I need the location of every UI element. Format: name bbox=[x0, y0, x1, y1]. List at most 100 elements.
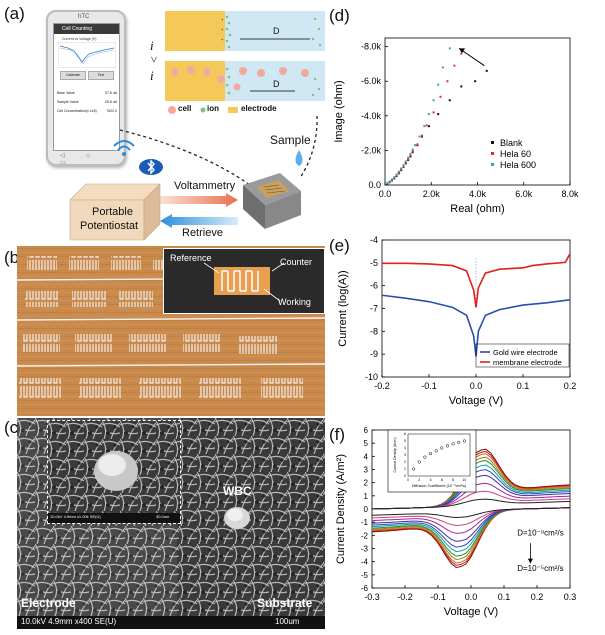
y-tick-label: -1 bbox=[361, 518, 369, 527]
legend-label: Blank bbox=[500, 138, 523, 148]
y-tick-label: -2.0k bbox=[361, 145, 382, 155]
x-tick-label: 0.0 bbox=[470, 381, 483, 391]
x-tick-label: 6.0k bbox=[515, 189, 533, 199]
x-axis-label: Real (ohm) bbox=[450, 203, 504, 215]
data-point bbox=[404, 160, 407, 163]
bluetooth-icon bbox=[139, 159, 163, 175]
counter-label: Counter bbox=[280, 257, 313, 267]
data-point bbox=[441, 66, 444, 69]
row-value: 25.8 uA bbox=[104, 100, 117, 104]
inset-y-tick-label: 2 bbox=[404, 460, 406, 464]
cv-curve-reverse bbox=[371, 507, 571, 519]
legend-marker bbox=[491, 141, 494, 144]
data-point bbox=[404, 161, 407, 164]
panel-label-e: (e) bbox=[329, 236, 350, 255]
potentiostat-label-2: Potentiostat bbox=[80, 220, 139, 232]
data-point bbox=[432, 111, 435, 114]
panel-label-a: (a) bbox=[4, 4, 25, 23]
svg-text:+: + bbox=[221, 37, 224, 42]
calibrate-button[interactable]: Calibrate bbox=[60, 71, 86, 80]
sem-inset-footer: 10.0kV 4.9mm x1.00k SE(U) bbox=[50, 514, 101, 519]
phone-graph bbox=[58, 42, 116, 68]
x-tick-label: -0.1 bbox=[421, 381, 437, 391]
y-tick-label: -5 bbox=[370, 258, 378, 268]
y-tick-label: 6 bbox=[364, 426, 369, 435]
data-point bbox=[400, 167, 403, 170]
y-tick-label: 2 bbox=[364, 479, 369, 488]
inset-point bbox=[412, 467, 416, 471]
sample-label: Sample bbox=[270, 133, 311, 147]
data-point bbox=[474, 80, 477, 83]
row-value: 7622.0 bbox=[106, 109, 117, 113]
x-axis-label: Voltage (V) bbox=[449, 395, 503, 407]
electrode-inset: Reference Counter Working bbox=[163, 248, 325, 314]
inset-x-tick-label: 6 bbox=[441, 478, 443, 482]
data-point bbox=[418, 135, 421, 138]
inset-point bbox=[423, 455, 427, 459]
test-button[interactable]: Test bbox=[88, 71, 114, 80]
sem-inset: 10.0kV 4.9mm x1.00k SE(U) 30.0um bbox=[47, 420, 181, 524]
electrode-label: Electrode bbox=[21, 596, 76, 610]
sample-chip bbox=[243, 173, 301, 229]
inset-frame bbox=[407, 433, 471, 477]
data-point bbox=[390, 178, 393, 181]
data-point bbox=[448, 47, 451, 50]
phone-nav-icons: ◁ ⌂ ▭ bbox=[60, 153, 100, 166]
sem-footer: 10.0kV 4.9mm x400 SE(U) bbox=[21, 617, 117, 626]
annotation-bottom: D=10⁻⁵cm²/s bbox=[517, 564, 563, 573]
d-label-top: D bbox=[273, 26, 280, 36]
inset-y-label: Current Density (A/m²) bbox=[393, 437, 397, 472]
data-point bbox=[485, 69, 488, 72]
data-point bbox=[460, 85, 463, 88]
data-point bbox=[388, 180, 391, 183]
y-tick-label: -8 bbox=[370, 326, 378, 336]
x-tick-label: 0.3 bbox=[564, 592, 577, 602]
row-label: Base Value bbox=[57, 91, 75, 95]
chart-e: -0.2 -0.1 0.0 0.1 0.2 -4 -5 -6 -7 -8 -9 -10 Voltage … bbox=[337, 235, 577, 407]
voltammetry-label: Voltammetry bbox=[174, 180, 236, 192]
y-tick-label: -9 bbox=[370, 349, 378, 359]
voltammetry-arrow bbox=[160, 193, 238, 207]
x-tick-label: 0.2 bbox=[564, 381, 577, 391]
data-point bbox=[432, 99, 435, 102]
retrieve-arrow bbox=[160, 214, 238, 228]
x-tick-label: -0.1 bbox=[430, 592, 446, 602]
inset-x-tick-label: 0 bbox=[407, 478, 409, 482]
inset-y-tick-label: 1 bbox=[404, 467, 406, 471]
legend-ion: ion bbox=[207, 104, 219, 113]
legend-label: membrane electrode bbox=[493, 358, 562, 367]
data-point bbox=[437, 113, 440, 116]
data-point bbox=[448, 99, 451, 102]
plot-frame bbox=[384, 37, 571, 186]
annotation-top: D=10⁻⁹cm²/s bbox=[517, 528, 564, 537]
substrate-label: Substrate bbox=[257, 596, 313, 610]
schematic: + + + bbox=[165, 11, 325, 114]
y-tick-label: 5 bbox=[364, 439, 369, 448]
inset-point bbox=[440, 446, 444, 450]
data-point bbox=[423, 125, 426, 128]
inset-x-tick-label: 8 bbox=[452, 478, 454, 482]
svg-text:+: + bbox=[221, 27, 224, 32]
inset-y-tick-label: 4 bbox=[404, 446, 406, 450]
wbc-label: WBC bbox=[223, 484, 252, 498]
x-tick-label: 0.1 bbox=[517, 381, 530, 391]
x-tick-label: 4.0k bbox=[469, 189, 487, 199]
potentiostat-label-1: Portable bbox=[92, 206, 133, 218]
y-tick-label: -10 bbox=[365, 372, 378, 382]
y-tick-label: -8.0k bbox=[361, 42, 382, 52]
trend-arrow-head bbox=[459, 48, 465, 54]
legend-electrode: electrode bbox=[241, 104, 277, 113]
inset-x-tick-label: 2 bbox=[418, 478, 420, 482]
y-tick-label: 0 bbox=[364, 505, 369, 514]
i-bottom-label: i bbox=[150, 68, 154, 83]
x-tick-label: 0.2 bbox=[531, 592, 544, 602]
sem-inset-image bbox=[48, 421, 180, 523]
y-tick-label: 3 bbox=[364, 466, 369, 475]
y-tick-label: -4 bbox=[361, 558, 369, 567]
x-axis-label: Voltage (V) bbox=[444, 606, 498, 618]
phone-graph-title: Current vs Voltage (V) bbox=[62, 37, 97, 41]
inset-y-tick-label: 6 bbox=[404, 432, 406, 436]
cv-curve-forward bbox=[371, 498, 571, 510]
phone-brand: hTC bbox=[78, 14, 90, 20]
y-axis-label: Current (log(A)) bbox=[337, 270, 349, 346]
